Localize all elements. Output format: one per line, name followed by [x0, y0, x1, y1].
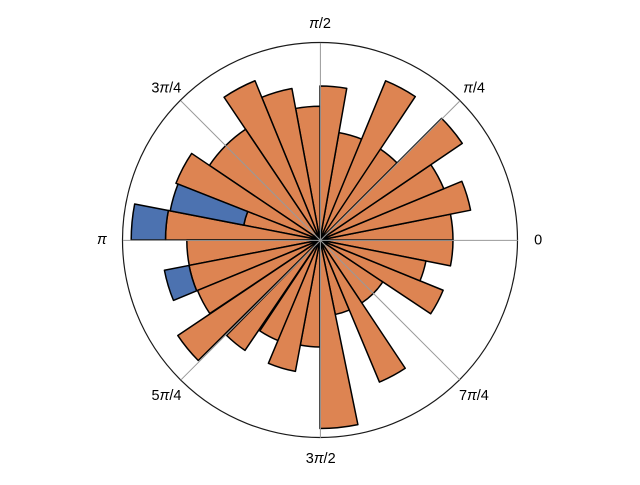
svg-text:π: π	[97, 232, 107, 248]
svg-text:3π/4: 3π/4	[151, 80, 181, 96]
svg-text:π/4: π/4	[463, 80, 485, 96]
svg-text:0: 0	[534, 232, 542, 248]
svg-text:5π/4: 5π/4	[152, 388, 182, 404]
svg-text:π/2: π/2	[309, 16, 331, 32]
svg-text:7π/4: 7π/4	[459, 388, 489, 404]
svg-text:3π/2: 3π/2	[306, 451, 336, 467]
